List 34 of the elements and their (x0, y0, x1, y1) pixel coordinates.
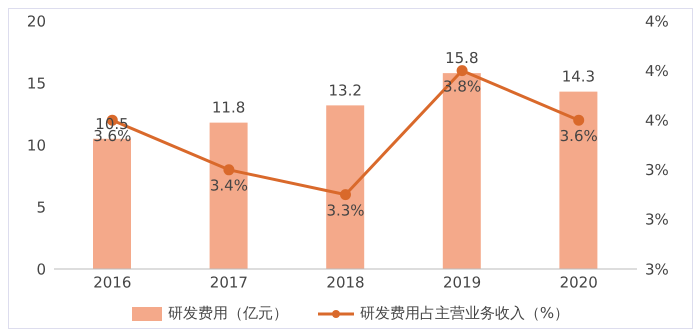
data-label: 3.6% (560, 126, 598, 145)
y2-tick-label: 4% (645, 62, 669, 80)
legend-label: 研发费用（亿元） (168, 304, 288, 323)
bar (559, 92, 598, 269)
y-tick-label: 15 (26, 74, 46, 92)
data-label: 3.3% (326, 201, 365, 220)
x-tick-label: 2019 (443, 274, 482, 292)
bar (442, 73, 481, 269)
y2-tick-label: 3% (645, 161, 669, 180)
y2-tick-label: 4% (645, 112, 669, 130)
data-label: 13.2 (328, 81, 362, 100)
data-label: 11.8 (212, 98, 246, 117)
data-label: 3.4% (210, 176, 248, 194)
data-label: 3.8% (443, 77, 482, 96)
bar (210, 122, 248, 269)
bar (326, 105, 364, 269)
y2-tick-label: 4% (645, 12, 669, 30)
data-label: 14.3 (562, 68, 596, 86)
x-tick-label: 2016 (93, 274, 132, 292)
y-tick-label: 20 (26, 12, 46, 30)
y-tick-label: 0 (36, 260, 46, 278)
y2-tick-label: 3% (645, 260, 669, 278)
x-tick-label: 2018 (326, 274, 365, 292)
data-label: 15.8 (445, 49, 479, 68)
point (456, 65, 468, 76)
legend-label: 研发费用占主营业务收入（%） (360, 304, 570, 323)
x-tick-label: 2020 (560, 274, 598, 292)
y2-tick-label: 3% (645, 210, 669, 229)
x-tick-label: 2017 (210, 274, 248, 292)
point (340, 189, 351, 200)
y-tick-label: 5 (36, 198, 46, 216)
point (573, 114, 584, 126)
y-tick-label: 10 (26, 136, 46, 154)
point (223, 164, 234, 176)
